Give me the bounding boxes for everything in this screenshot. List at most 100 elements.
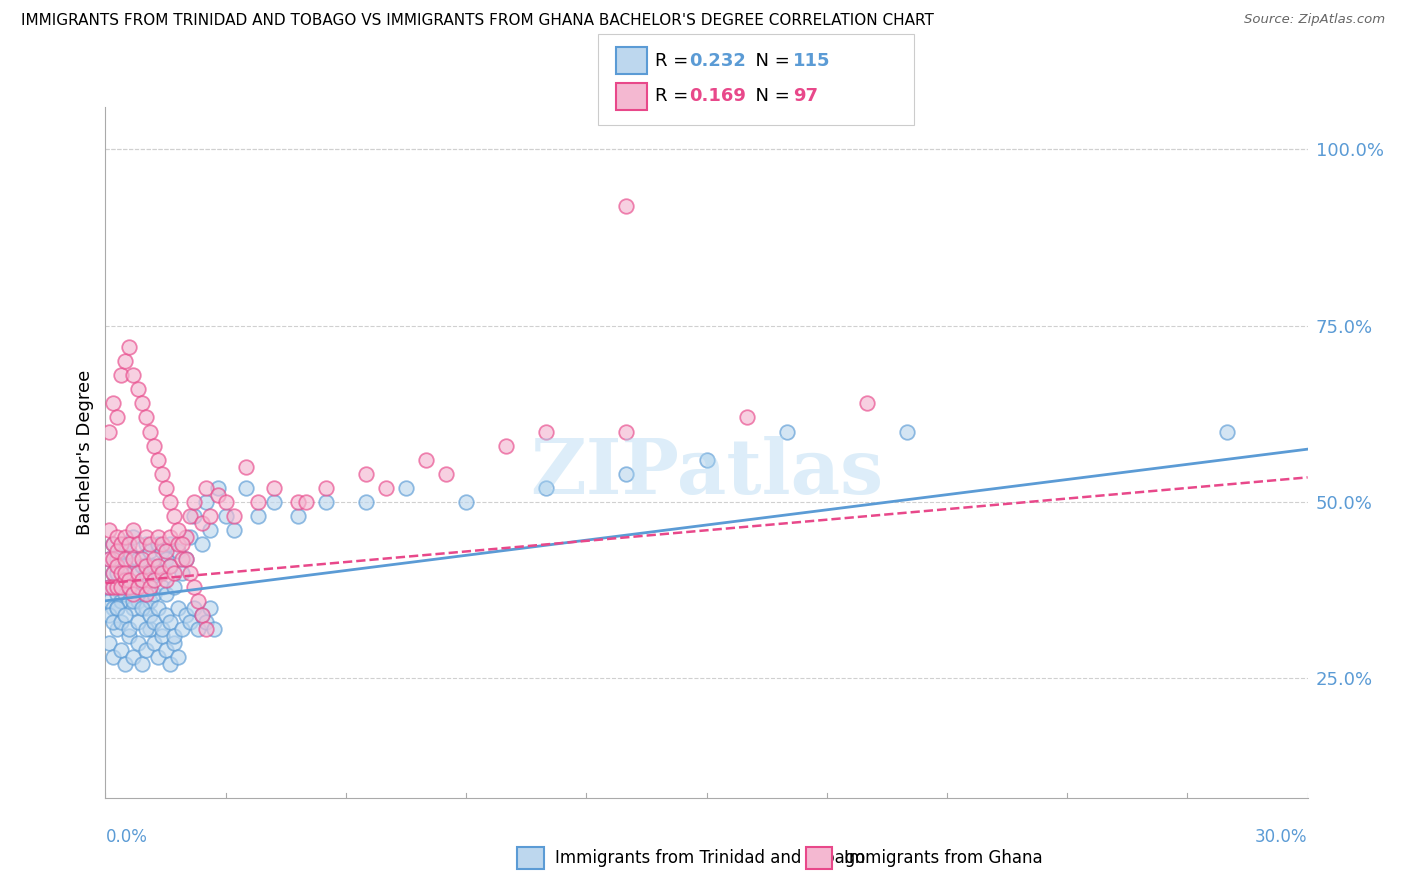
Point (183, 600, 205, 615)
Point (118, 594, 141, 608)
Point (183, 580, 205, 594)
Point (122, 368, 145, 383)
Point (434, 467, 457, 481)
Point (159, 558, 181, 573)
Point (162, 566, 184, 580)
Point (146, 650, 169, 665)
Point (114, 587, 136, 601)
Point (122, 530, 145, 544)
Point (155, 551, 177, 566)
Point (110, 615, 132, 629)
Point (159, 558, 181, 573)
Point (138, 622, 160, 636)
Point (222, 509, 245, 524)
Point (114, 537, 136, 551)
Point (135, 600, 157, 615)
Text: N =: N = (744, 87, 796, 105)
Point (127, 551, 149, 566)
Point (110, 537, 132, 551)
Point (98, 551, 121, 566)
Point (118, 573, 141, 587)
Point (118, 544, 141, 558)
Point (98, 523, 121, 537)
Point (98, 636, 121, 650)
Point (295, 495, 318, 509)
Point (107, 600, 129, 615)
Point (122, 523, 145, 537)
Point (735, 410, 758, 425)
Point (131, 587, 153, 601)
Point (138, 594, 160, 608)
Point (855, 396, 877, 410)
Point (103, 650, 125, 665)
Point (142, 636, 165, 650)
Point (179, 566, 201, 580)
Point (162, 580, 184, 594)
Point (150, 622, 173, 636)
Point (114, 607, 136, 622)
Point (616, 467, 638, 481)
Point (114, 566, 136, 580)
Point (127, 580, 149, 594)
Point (131, 657, 153, 672)
Point (138, 607, 160, 622)
Point (127, 580, 149, 594)
Point (146, 537, 169, 551)
Point (1216, 425, 1239, 439)
Point (122, 600, 145, 615)
Point (155, 607, 177, 622)
Point (776, 425, 799, 439)
Point (246, 509, 269, 524)
Point (131, 551, 153, 566)
Text: Immigrants from Trinidad and Tobago: Immigrants from Trinidad and Tobago (555, 849, 866, 867)
Point (315, 481, 337, 495)
Point (194, 481, 217, 495)
Point (127, 537, 149, 551)
Point (194, 622, 217, 636)
Point (138, 544, 160, 558)
Point (170, 551, 193, 566)
Point (107, 580, 129, 594)
Point (103, 580, 125, 594)
Point (142, 551, 165, 566)
Point (287, 495, 309, 509)
Text: N =: N = (744, 52, 796, 70)
Point (98, 551, 121, 566)
Point (198, 509, 221, 524)
Text: 0.0%: 0.0% (105, 828, 148, 846)
Point (166, 600, 188, 615)
Point (122, 551, 145, 566)
Point (127, 636, 149, 650)
Point (155, 573, 177, 587)
Point (150, 467, 173, 481)
Point (166, 650, 188, 665)
Point (155, 587, 177, 601)
Point (138, 566, 160, 580)
Point (131, 558, 153, 573)
Point (107, 558, 129, 573)
Point (110, 594, 132, 608)
Point (98, 607, 121, 622)
Point (98, 425, 121, 439)
Point (114, 530, 136, 544)
Point (114, 657, 136, 672)
Point (142, 558, 165, 573)
Point (194, 615, 217, 629)
Point (150, 537, 173, 551)
Point (114, 573, 136, 587)
Point (114, 354, 136, 368)
Point (150, 629, 173, 643)
Point (395, 481, 418, 495)
Text: R =: R = (655, 87, 695, 105)
Point (194, 495, 217, 509)
Point (159, 657, 181, 672)
Point (110, 580, 132, 594)
Point (146, 558, 169, 573)
Point (159, 530, 181, 544)
Point (110, 566, 132, 580)
Point (207, 488, 229, 502)
Point (122, 650, 145, 665)
Point (190, 537, 212, 551)
Point (235, 481, 257, 495)
Point (287, 509, 309, 524)
